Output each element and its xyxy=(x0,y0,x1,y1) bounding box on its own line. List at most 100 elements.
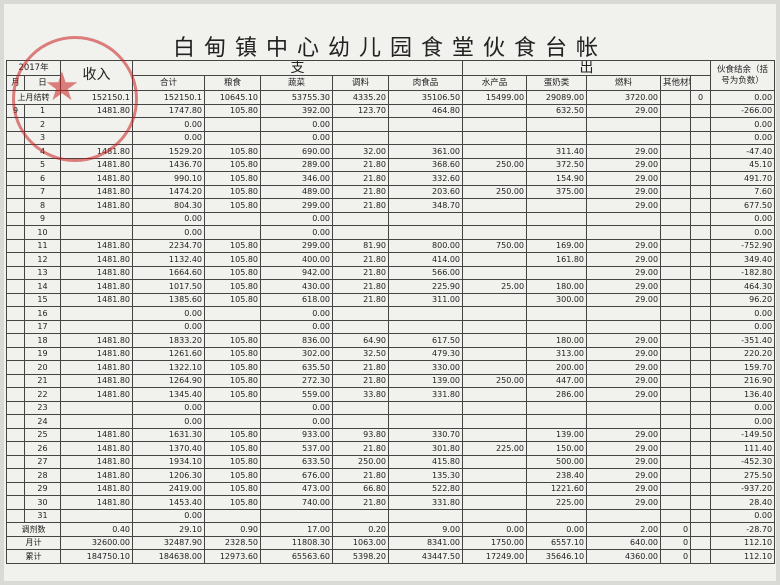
cell xyxy=(690,346,712,361)
cell xyxy=(660,414,692,429)
cell xyxy=(462,387,528,402)
cell xyxy=(462,292,528,307)
month xyxy=(6,171,25,186)
ledger-row: 10 0.00 0.00 0.00 xyxy=(6,225,776,240)
cell: 112.10 xyxy=(710,549,776,564)
cell: 29.00 xyxy=(586,265,662,280)
ledger-row: 调剂数 0.40 29.10 0.90 17.00 0.20 9.00 0.00 0.00 2.0… xyxy=(5,522,776,537)
cell xyxy=(690,279,712,294)
cell xyxy=(204,414,262,429)
cell: 29.00 xyxy=(586,333,662,348)
cell: 123.70 xyxy=(332,103,390,118)
cell: 1481.80 xyxy=(60,387,134,402)
cell: 0.00 xyxy=(260,211,334,226)
cell xyxy=(660,333,692,348)
cell: 346.00 xyxy=(260,171,334,186)
ledger-row: 12 1481.80 1132.40 105.80 400.00 21.80 414.00 1… xyxy=(6,252,776,267)
cell xyxy=(526,198,588,213)
cell: 464.30 xyxy=(710,279,776,294)
cell: 400.00 xyxy=(260,252,334,267)
cell xyxy=(690,387,712,402)
cell: 361.00 xyxy=(388,144,464,159)
cell: 203.60 xyxy=(388,184,464,199)
cell: 32.00 xyxy=(332,144,390,159)
cell: 349.40 xyxy=(710,252,776,267)
cell: 220.20 xyxy=(710,346,776,361)
column-header: 肉食品 xyxy=(388,75,464,91)
cell: 250.00 xyxy=(462,184,528,199)
ledger-row: 7 1481.80 1474.20 105.80 489.00 21.80 203.60 25… xyxy=(6,184,776,199)
cell: 479.30 xyxy=(388,346,464,361)
cell xyxy=(660,252,692,267)
ledger-row: 17 0.00 0.00 0.00 xyxy=(6,319,776,334)
cell xyxy=(690,495,712,510)
day: 23 xyxy=(23,400,62,415)
cell xyxy=(660,495,692,510)
cell: 21.80 xyxy=(332,157,390,172)
cell: 1481.80 xyxy=(60,454,134,469)
cell: 29.00 xyxy=(586,292,662,307)
cell: 676.00 xyxy=(260,468,334,483)
cell: -752.90 xyxy=(710,238,776,253)
cell xyxy=(660,441,692,456)
cell: 1453.40 xyxy=(132,495,206,510)
cell xyxy=(660,360,692,375)
cell: 1322.10 xyxy=(132,360,206,375)
cell: 21.80 xyxy=(332,495,390,510)
cell: 21.80 xyxy=(332,184,390,199)
month xyxy=(6,454,25,469)
cell: 250.00 xyxy=(462,157,528,172)
cell xyxy=(660,103,692,118)
day: 19 xyxy=(23,346,62,361)
cell: 618.00 xyxy=(260,292,334,307)
cell xyxy=(332,130,390,145)
cell xyxy=(586,306,662,321)
month xyxy=(6,400,25,415)
cell xyxy=(204,508,262,523)
cell: 330.00 xyxy=(388,360,464,375)
cell xyxy=(690,171,712,186)
month xyxy=(6,252,25,267)
month xyxy=(6,292,25,307)
cell: 836.00 xyxy=(260,333,334,348)
cell xyxy=(660,225,692,240)
cell xyxy=(462,117,528,132)
ledger-row: 月计 32600.00 32487.90 2328.50 11808.30 1063.00… xyxy=(5,535,776,550)
day: 7 xyxy=(23,184,62,199)
cell: 139.00 xyxy=(388,373,464,388)
cell: 9.00 xyxy=(388,522,464,537)
day: 18 xyxy=(23,333,62,348)
cell: 29.00 xyxy=(586,103,662,118)
cell xyxy=(690,319,712,334)
cell xyxy=(204,117,262,132)
cell: 15499.00 xyxy=(462,90,528,105)
cell: 29.00 xyxy=(586,454,662,469)
cell: 105.80 xyxy=(204,495,262,510)
cell: 105.80 xyxy=(204,157,262,172)
cell: 159.70 xyxy=(710,360,776,375)
cell xyxy=(690,292,712,307)
cell xyxy=(660,117,692,132)
cell: 184638.00 xyxy=(132,549,206,564)
cell: 21.80 xyxy=(332,373,390,388)
cell xyxy=(690,522,712,537)
cell: 96.20 xyxy=(710,292,776,307)
cell xyxy=(462,306,528,321)
stamp xyxy=(12,36,138,162)
ledger-row: 5 1481.80 1436.70 105.80 289.00 21.80 368.60 25… xyxy=(6,157,776,172)
cell: 112.10 xyxy=(710,535,776,550)
cell xyxy=(660,508,692,523)
cell xyxy=(332,319,390,334)
cell: 1221.60 xyxy=(526,481,588,496)
day: 26 xyxy=(23,441,62,456)
cell: 0.00 xyxy=(526,522,588,537)
cell: 332.60 xyxy=(388,171,464,186)
cell xyxy=(690,481,712,496)
cell: 415.80 xyxy=(388,454,464,469)
cell: 65563.60 xyxy=(260,549,334,564)
cell: 29.00 xyxy=(586,279,662,294)
cell: 29.00 xyxy=(586,373,662,388)
day: 15 xyxy=(23,292,62,307)
cell xyxy=(660,238,692,253)
month xyxy=(6,306,25,321)
